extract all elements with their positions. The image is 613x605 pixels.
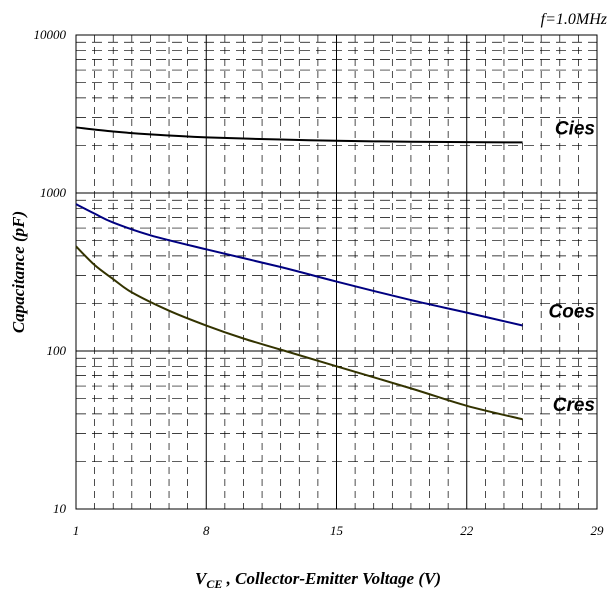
y-tick-label: 10000 [34, 27, 67, 42]
series-label-cres: Cres [553, 395, 595, 416]
series-line-coes [75, 203, 523, 327]
x-tick-label: 15 [330, 523, 344, 538]
y-tick-label: 10 [53, 501, 67, 516]
frequency-annotation: f=1.0MHz [541, 11, 608, 28]
x-tick-label: 8 [203, 523, 210, 538]
x-axis-label: VCE , Collector-Emitter Voltage (V) [195, 569, 441, 591]
series-line-cres [75, 245, 523, 421]
y-axis-label: Capacitance (pF) [9, 211, 28, 333]
series-lines: Cies Coes Cres [75, 118, 595, 421]
x-axis-label-main: V [195, 569, 208, 588]
x-tick-label: 29 [591, 523, 605, 538]
plot-frame [75, 34, 598, 510]
y-tick-label: 1000 [40, 185, 67, 200]
x-axis-label-rest: , Collector-Emitter Voltage (V) [222, 569, 441, 588]
series-line-cies [75, 126, 523, 144]
grid [76, 35, 597, 509]
x-tick-label: 22 [460, 523, 474, 538]
series-label-coes: Coes [549, 302, 595, 323]
x-tick-label: 1 [73, 523, 80, 538]
y-tick-label: 100 [47, 343, 67, 358]
x-axis-label-sub: CE [206, 577, 222, 591]
tick-labels: 1 8 15 22 29 10 100 1000 10000 [34, 27, 605, 538]
series-label-cies: Cies [555, 118, 595, 139]
